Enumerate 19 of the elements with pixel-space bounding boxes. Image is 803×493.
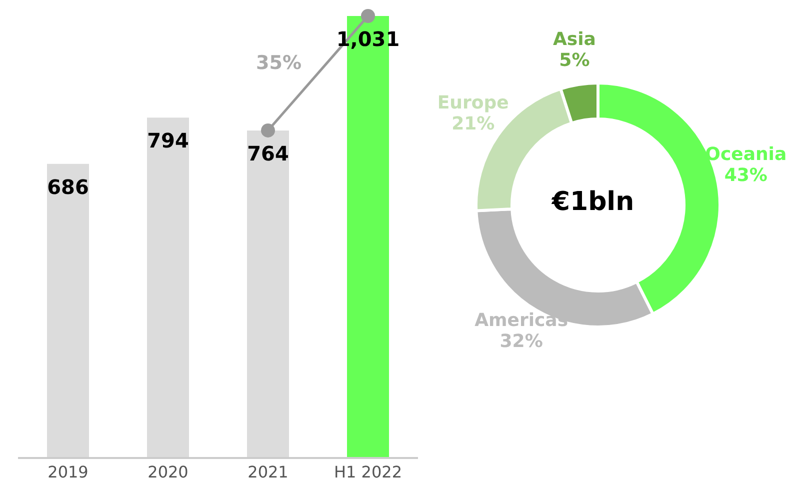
x-tick-label: 2019 xyxy=(48,462,88,482)
slice-label: Asia xyxy=(552,28,596,50)
data-label: 43% xyxy=(724,164,768,186)
x-tick-label: H1 2022 xyxy=(334,462,402,482)
data-label: 21% xyxy=(452,113,495,134)
bar xyxy=(147,118,189,458)
bar xyxy=(47,164,89,458)
slice-label: Europe xyxy=(437,92,509,114)
text: €1bln xyxy=(550,187,634,217)
data-label: 764 xyxy=(247,141,289,166)
bar xyxy=(247,130,289,458)
x-tick-label: 2020 xyxy=(148,462,188,482)
data-label: 32% xyxy=(500,331,543,352)
data-label: 686 xyxy=(47,174,89,199)
data-label: 794 xyxy=(147,128,189,153)
annotation: 35% xyxy=(256,52,302,74)
x-tick-label: 2021 xyxy=(248,462,288,482)
data-label: 5% xyxy=(559,50,590,71)
slice-label: Oceania xyxy=(705,144,787,165)
